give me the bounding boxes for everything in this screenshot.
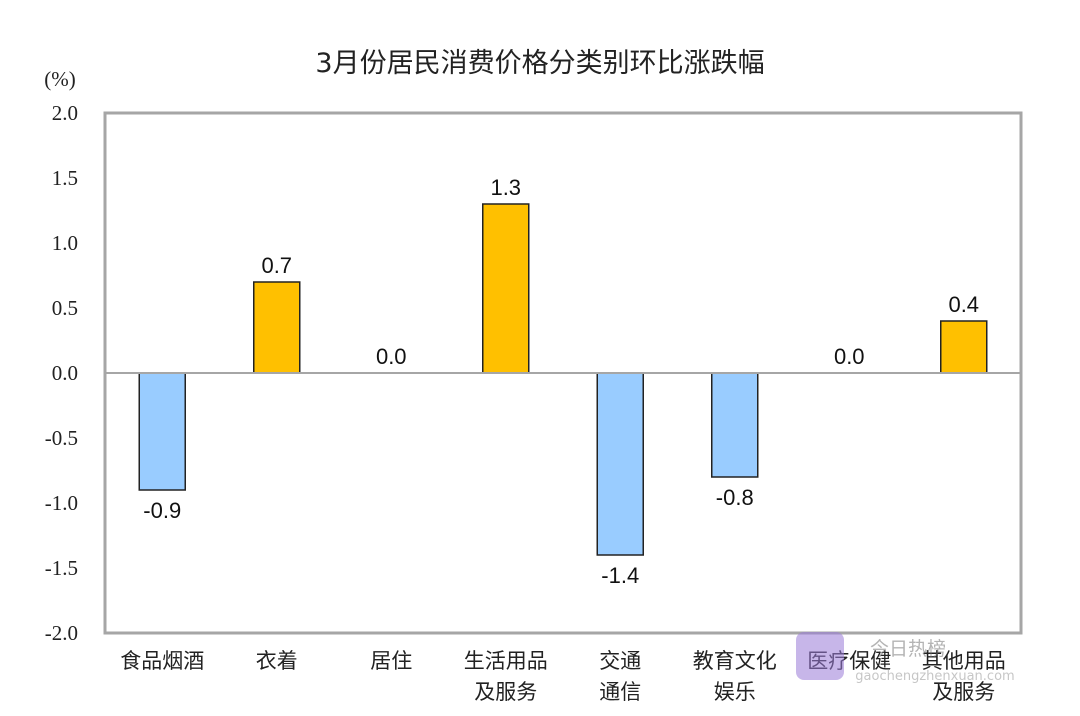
watermark-brand: 今日热榜 [870, 638, 946, 660]
data-label: 0.0 [834, 344, 865, 369]
chart-title: 3月份居民消费价格分类别环比涨跌幅 [315, 48, 764, 79]
data-label: 0.0 [376, 344, 407, 369]
data-label: -0.9 [143, 498, 181, 523]
data-label: 0.7 [261, 253, 292, 278]
y-axis-unit: (%) [44, 67, 75, 91]
x-category-label: 食品烟酒 [120, 649, 204, 673]
y-tick-label: -0.5 [45, 426, 78, 450]
x-category-label: 其他用品 [922, 649, 1006, 673]
y-tick-label: 1.5 [52, 166, 78, 190]
bar [711, 372, 759, 478]
watermark-url: gaochengzhenxuan.com [855, 669, 1014, 684]
x-category-label: 及服务 [474, 680, 537, 704]
x-category-label: 通信 [599, 680, 641, 704]
y-tick-label: 0.0 [52, 361, 78, 385]
x-category-label: 交通 [599, 649, 641, 673]
x-category-label: 娱乐 [714, 680, 756, 704]
data-label: 1.3 [490, 175, 521, 200]
y-tick-label: 0.5 [52, 296, 78, 320]
y-tick-label: -2.0 [45, 621, 78, 645]
bar [596, 372, 644, 556]
y-tick-label: -1.0 [45, 491, 78, 515]
watermark: 今日热榜 gaochengzhenxuan.com [796, 632, 1015, 684]
bar [253, 281, 301, 374]
bar [138, 372, 186, 491]
y-tick-label: -1.5 [45, 556, 78, 580]
bar [940, 320, 988, 374]
data-label: -0.8 [716, 485, 754, 510]
data-label: 0.4 [948, 292, 979, 317]
data-label: -1.4 [601, 563, 639, 588]
y-tick-label: 2.0 [52, 101, 78, 125]
x-category-label: 及服务 [932, 680, 995, 704]
y-tick-label: 1.0 [52, 231, 78, 255]
x-category-label: 居住 [370, 649, 412, 673]
x-category-label: 生活用品 [464, 649, 548, 673]
x-category-label: 教育文化 [693, 649, 777, 673]
x-category-label: 衣着 [256, 649, 298, 673]
bar [482, 203, 530, 374]
